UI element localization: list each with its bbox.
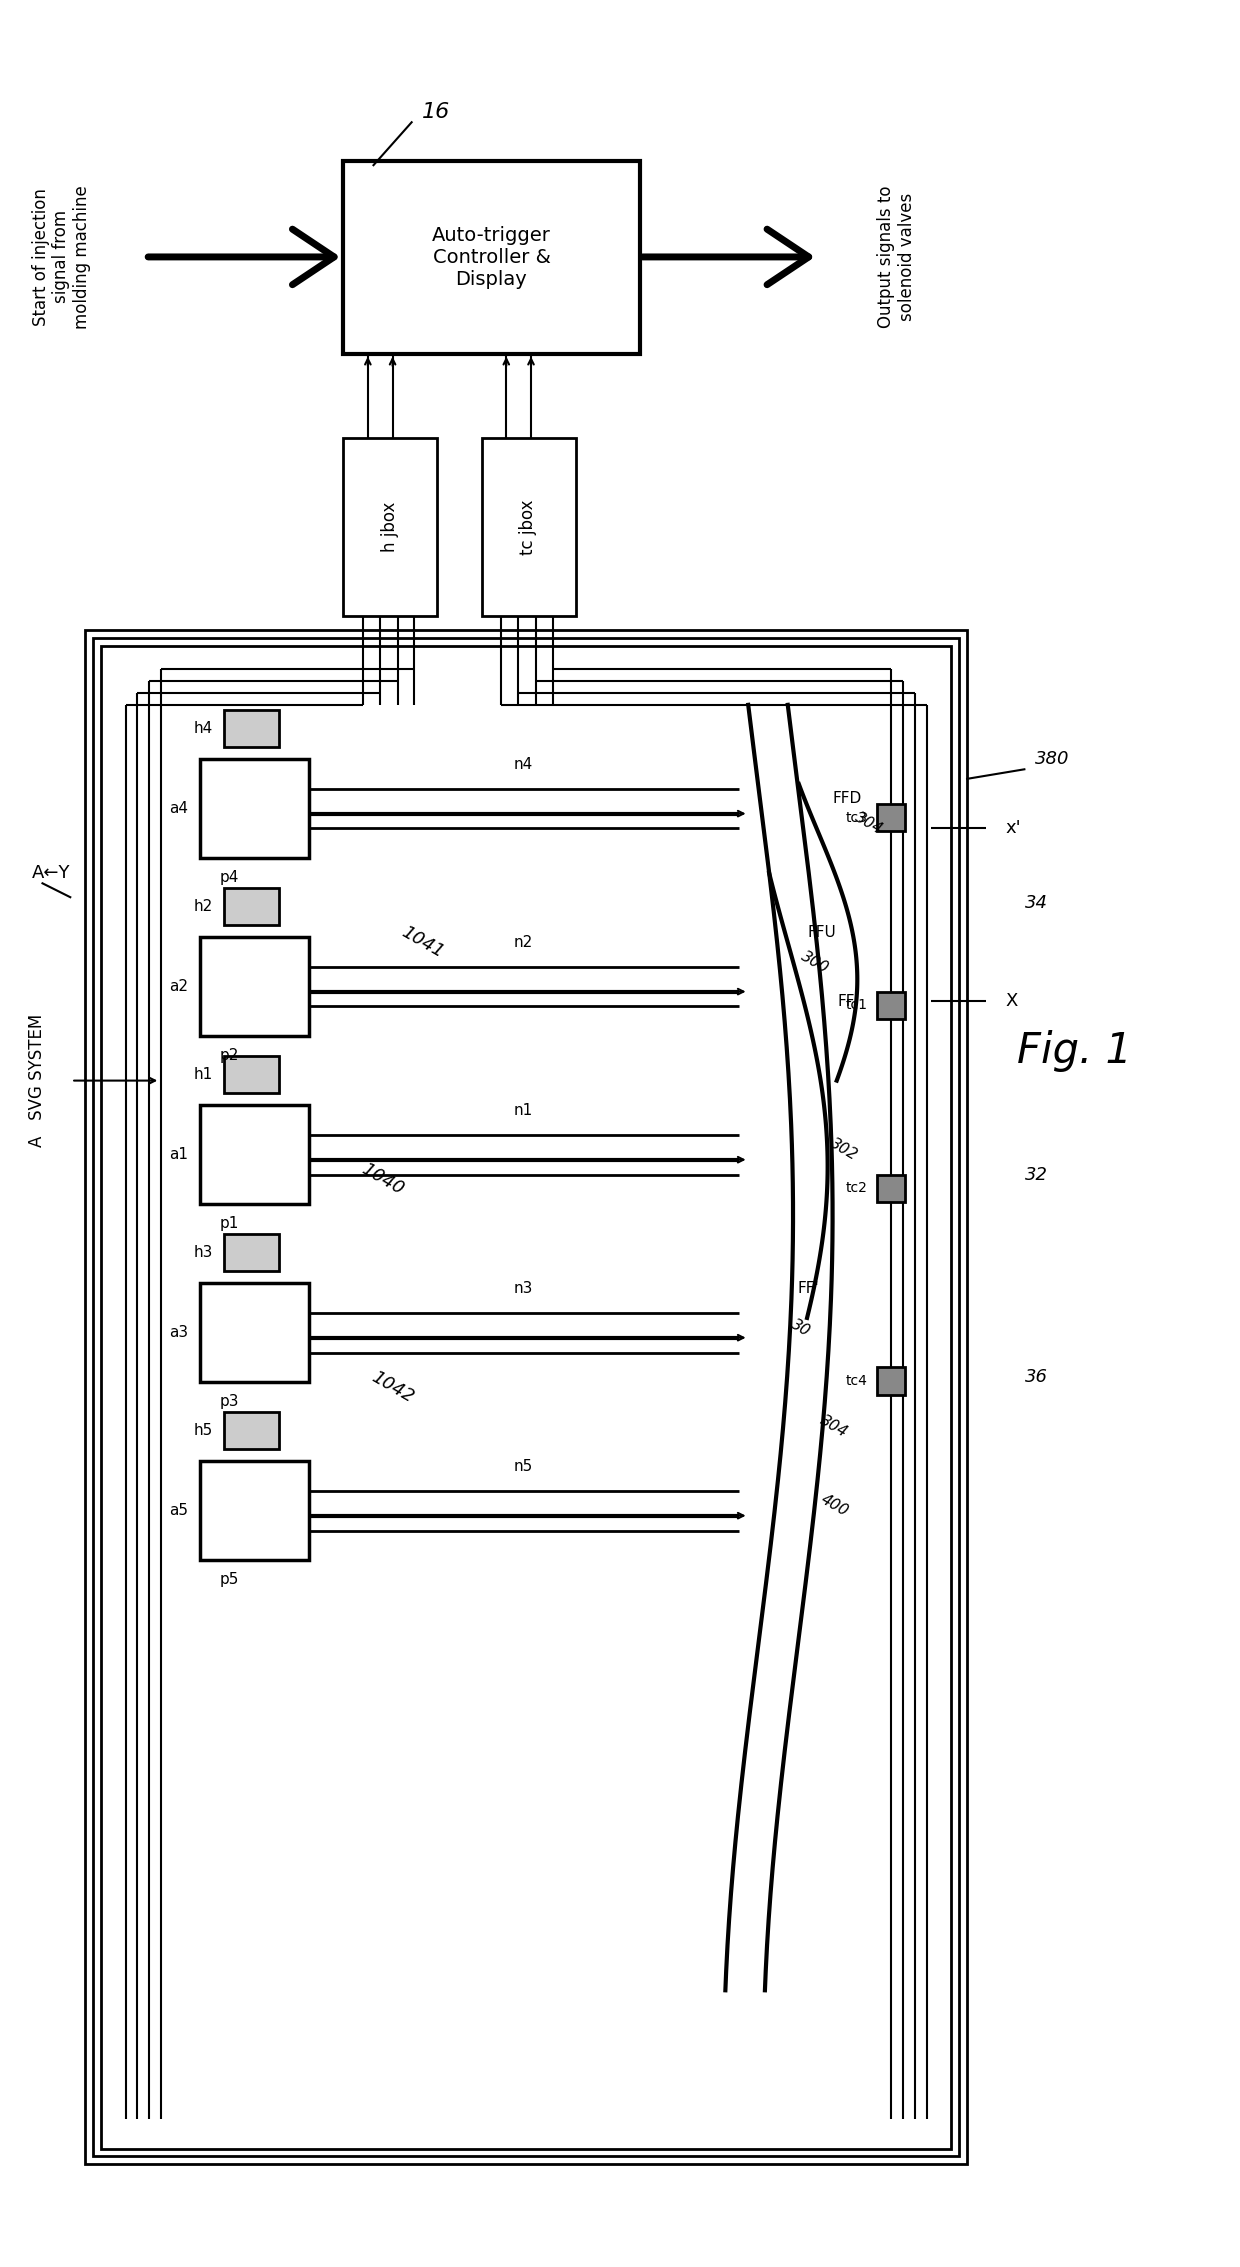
Bar xyxy=(224,710,279,748)
Text: tc2: tc2 xyxy=(846,1181,867,1195)
Text: 302: 302 xyxy=(827,1136,861,1163)
Text: h5: h5 xyxy=(193,1424,212,1437)
Text: 32: 32 xyxy=(1025,1165,1048,1183)
Bar xyxy=(200,1462,309,1560)
Text: tc4: tc4 xyxy=(846,1374,867,1387)
Text: a2: a2 xyxy=(169,979,188,995)
Bar xyxy=(481,438,575,617)
Text: 1040: 1040 xyxy=(358,1161,407,1199)
Text: X: X xyxy=(1006,993,1018,1011)
Bar xyxy=(877,1174,905,1202)
Text: Output signals to
solenoid valves: Output signals to solenoid valves xyxy=(878,186,916,329)
Text: 1042: 1042 xyxy=(368,1367,417,1406)
Text: tc3: tc3 xyxy=(846,812,867,825)
Text: FFD: FFD xyxy=(832,791,862,807)
Bar xyxy=(343,438,436,617)
Bar xyxy=(877,805,905,832)
Text: 380: 380 xyxy=(1035,750,1070,769)
Text: 1041: 1041 xyxy=(398,923,446,961)
Text: 304: 304 xyxy=(817,1412,851,1440)
Text: n4: n4 xyxy=(513,757,533,771)
Bar xyxy=(343,161,640,354)
Text: a4: a4 xyxy=(169,800,188,816)
Bar xyxy=(224,889,279,925)
Text: x': x' xyxy=(1006,818,1022,837)
Text: p4: p4 xyxy=(219,871,239,886)
Text: n5: n5 xyxy=(513,1458,533,1474)
Bar xyxy=(200,936,309,1036)
Bar xyxy=(224,1412,279,1449)
Text: h4: h4 xyxy=(193,721,212,737)
Bar xyxy=(86,630,967,2165)
Text: n2: n2 xyxy=(513,934,533,950)
Text: n3: n3 xyxy=(513,1281,533,1297)
Text: Start of injection
signal from
molding machine: Start of injection signal from molding m… xyxy=(31,186,91,329)
Bar xyxy=(200,759,309,859)
Text: h jbox: h jbox xyxy=(381,501,398,553)
Bar xyxy=(877,991,905,1020)
Text: 36: 36 xyxy=(1025,1369,1048,1385)
Text: h1: h1 xyxy=(193,1068,212,1081)
Text: p3: p3 xyxy=(219,1394,239,1410)
Text: Fig. 1: Fig. 1 xyxy=(1017,1029,1132,1072)
Bar xyxy=(93,637,960,2156)
Text: n1: n1 xyxy=(513,1102,533,1118)
Bar xyxy=(100,646,951,2149)
Text: Auto-trigger
Controller &
Display: Auto-trigger Controller & Display xyxy=(432,227,551,288)
Bar xyxy=(224,1233,279,1272)
Text: a1: a1 xyxy=(169,1147,188,1163)
Text: h3: h3 xyxy=(193,1245,212,1260)
Text: A←Y: A←Y xyxy=(32,864,71,882)
Text: p2: p2 xyxy=(219,1047,239,1063)
Text: 300: 300 xyxy=(799,948,831,975)
Text: h2: h2 xyxy=(193,900,212,914)
Text: 400: 400 xyxy=(817,1492,851,1519)
Text: 16: 16 xyxy=(423,102,450,122)
Bar xyxy=(877,1367,905,1394)
Text: A   SVG SYSTEM: A SVG SYSTEM xyxy=(27,1013,46,1147)
Text: a3: a3 xyxy=(169,1326,188,1340)
Text: FFU: FFU xyxy=(808,925,837,941)
Text: FF': FF' xyxy=(799,1281,820,1297)
Text: p1: p1 xyxy=(219,1217,239,1231)
Text: 30: 30 xyxy=(789,1317,812,1340)
Bar xyxy=(200,1283,309,1383)
Text: a5: a5 xyxy=(169,1503,188,1519)
Text: p5: p5 xyxy=(219,1573,239,1587)
Bar xyxy=(224,1056,279,1093)
Text: 34: 34 xyxy=(1025,893,1048,911)
Text: 304: 304 xyxy=(852,809,885,837)
Bar xyxy=(200,1106,309,1204)
Text: tc jbox: tc jbox xyxy=(520,499,537,555)
Text: FF: FF xyxy=(837,993,856,1009)
Text: tc1: tc1 xyxy=(846,997,867,1013)
